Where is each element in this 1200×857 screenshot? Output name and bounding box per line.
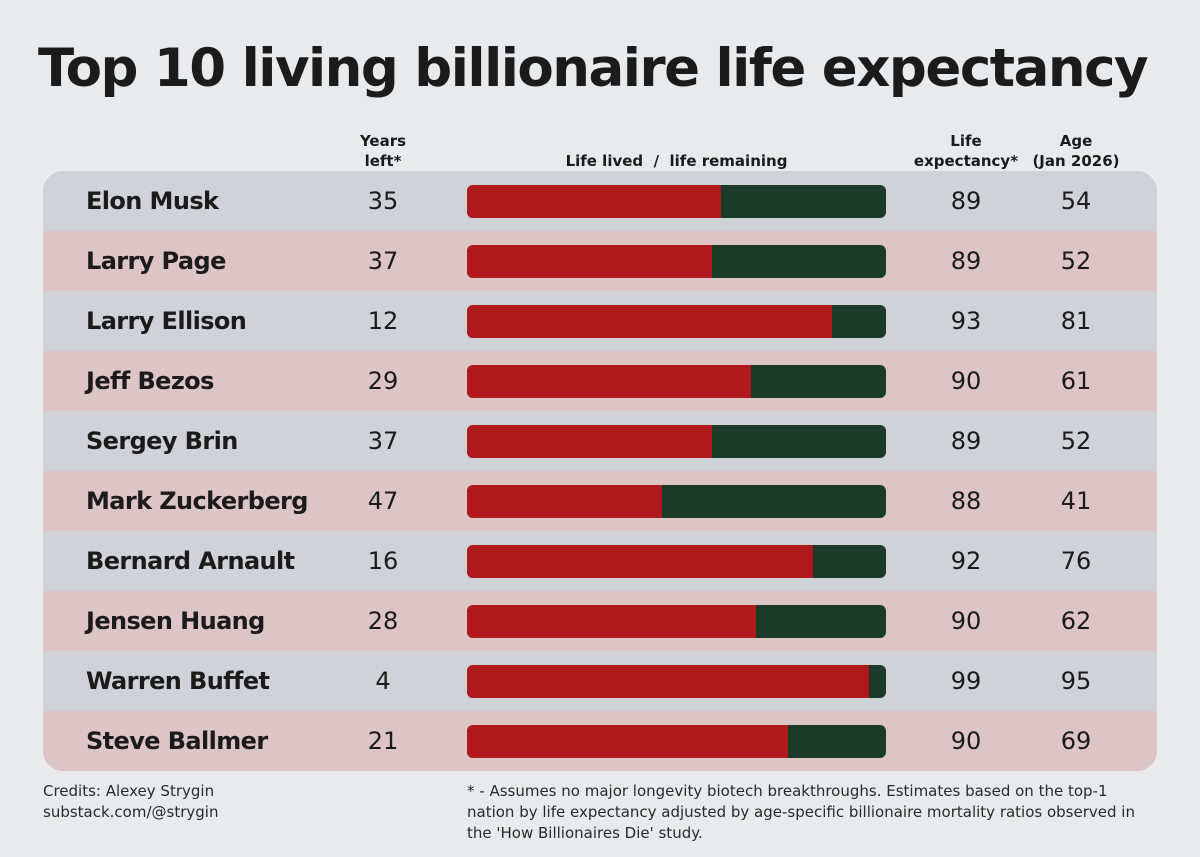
life-remaining-bar bbox=[467, 305, 886, 338]
header-life-expectancy-line2: expectancy* bbox=[913, 152, 1019, 170]
header-age: Age (Jan 2026) bbox=[1026, 131, 1126, 171]
life-lived-bar bbox=[467, 305, 832, 338]
life-expectancy-value: 92 bbox=[950, 547, 982, 575]
years-left-value: 16 bbox=[367, 547, 399, 575]
age-value: 52 bbox=[1060, 427, 1092, 455]
footnote: * - Assumes no major longevity biotech b… bbox=[467, 781, 1167, 844]
chart-title: Top 10 living billionaire life expectanc… bbox=[38, 38, 1149, 99]
life-lived-bar bbox=[467, 245, 712, 278]
age-value: 95 bbox=[1060, 667, 1092, 695]
person-name: Jeff Bezos bbox=[86, 367, 214, 395]
age-value: 81 bbox=[1060, 307, 1092, 335]
years-left-value: 21 bbox=[367, 727, 399, 755]
table-row: Steve Ballmer 21 90 69 bbox=[43, 711, 1157, 771]
person-name: Bernard Arnault bbox=[86, 547, 295, 575]
person-name: Mark Zuckerberg bbox=[86, 487, 308, 515]
life-remaining-bar bbox=[467, 725, 886, 758]
life-lived-bar bbox=[467, 665, 870, 698]
life-lived-bar bbox=[467, 545, 814, 578]
header-bar: Life lived / life remaining bbox=[565, 152, 788, 170]
life-remaining-bar bbox=[467, 485, 886, 518]
life-lived-bar bbox=[467, 365, 751, 398]
life-expectancy-value: 89 bbox=[950, 427, 982, 455]
life-expectancy-value: 90 bbox=[950, 607, 982, 635]
years-left-value: 12 bbox=[367, 307, 399, 335]
chart-table: Elon Musk 35 89 54 Larry Page 37 89 52 Larry Ell… bbox=[43, 171, 1157, 771]
table-row: Mark Zuckerberg 47 88 41 bbox=[43, 471, 1157, 531]
life-remaining-bar bbox=[467, 365, 886, 398]
years-left-value: 4 bbox=[375, 667, 391, 695]
age-value: 62 bbox=[1060, 607, 1092, 635]
person-name: Larry Page bbox=[86, 247, 226, 275]
person-name: Sergey Brin bbox=[86, 427, 238, 455]
header-years-left: Years left* bbox=[343, 131, 423, 171]
life-remaining-bar bbox=[467, 185, 886, 218]
table-row: Warren Buffet 4 99 95 bbox=[43, 651, 1157, 711]
years-left-value: 37 bbox=[367, 427, 399, 455]
person-name: Warren Buffet bbox=[86, 667, 270, 695]
header-age-line2: (Jan 2026) bbox=[1032, 152, 1120, 170]
life-lived-bar bbox=[467, 725, 789, 758]
person-name: Jensen Huang bbox=[86, 607, 265, 635]
life-expectancy-value: 90 bbox=[950, 367, 982, 395]
header-life-expectancy: Life expectancy* bbox=[906, 131, 1026, 171]
age-value: 54 bbox=[1060, 187, 1092, 215]
life-remaining-bar bbox=[467, 545, 886, 578]
table-row: Larry Ellison 12 93 81 bbox=[43, 291, 1157, 351]
age-value: 69 bbox=[1060, 727, 1092, 755]
life-expectancy-value: 93 bbox=[950, 307, 982, 335]
life-expectancy-value: 88 bbox=[950, 487, 982, 515]
person-name: Elon Musk bbox=[86, 187, 219, 215]
header-life-expectancy-line1: Life bbox=[950, 132, 982, 150]
life-expectancy-value: 89 bbox=[950, 187, 982, 215]
life-lived-bar bbox=[467, 185, 722, 218]
footnote-line3: the 'How Billionaires Die' study. bbox=[467, 824, 703, 842]
life-remaining-bar bbox=[467, 425, 886, 458]
years-left-value: 35 bbox=[367, 187, 399, 215]
life-expectancy-value: 89 bbox=[950, 247, 982, 275]
life-lived-bar bbox=[467, 425, 712, 458]
life-remaining-bar bbox=[467, 245, 886, 278]
credits-link[interactable]: substack.com/@strygin bbox=[43, 803, 219, 821]
life-remaining-bar bbox=[467, 665, 886, 698]
age-value: 41 bbox=[1060, 487, 1092, 515]
life-lived-bar bbox=[467, 605, 756, 638]
age-value: 61 bbox=[1060, 367, 1092, 395]
life-expectancy-value: 90 bbox=[950, 727, 982, 755]
age-value: 52 bbox=[1060, 247, 1092, 275]
footnote-line1: * - Assumes no major longevity biotech b… bbox=[467, 782, 1108, 800]
footnote-line2: nation by life expectancy adjusted by ag… bbox=[467, 803, 1135, 821]
life-expectancy-value: 99 bbox=[950, 667, 982, 695]
table-row: Jensen Huang 28 90 62 bbox=[43, 591, 1157, 651]
table-row: Bernard Arnault 16 92 76 bbox=[43, 531, 1157, 591]
header-years-left-line1: Years bbox=[359, 132, 407, 150]
table-row: Elon Musk 35 89 54 bbox=[43, 171, 1157, 231]
header-years-left-line2: left* bbox=[364, 152, 402, 170]
years-left-value: 47 bbox=[367, 487, 399, 515]
credits: Credits: Alexey Strygin substack.com/@st… bbox=[43, 781, 218, 823]
age-value: 76 bbox=[1060, 547, 1092, 575]
years-left-value: 29 bbox=[367, 367, 399, 395]
life-lived-bar bbox=[467, 485, 663, 518]
table-row: Larry Page 37 89 52 bbox=[43, 231, 1157, 291]
table-row: Sergey Brin 37 89 52 bbox=[43, 411, 1157, 471]
years-left-value: 37 bbox=[367, 247, 399, 275]
person-name: Larry Ellison bbox=[86, 307, 247, 335]
person-name: Steve Ballmer bbox=[86, 727, 268, 755]
years-left-value: 28 bbox=[367, 607, 399, 635]
table-row: Jeff Bezos 29 90 61 bbox=[43, 351, 1157, 411]
credits-author: Credits: Alexey Strygin bbox=[43, 782, 215, 800]
header-age-line1: Age bbox=[1059, 132, 1093, 150]
life-remaining-bar bbox=[467, 605, 886, 638]
